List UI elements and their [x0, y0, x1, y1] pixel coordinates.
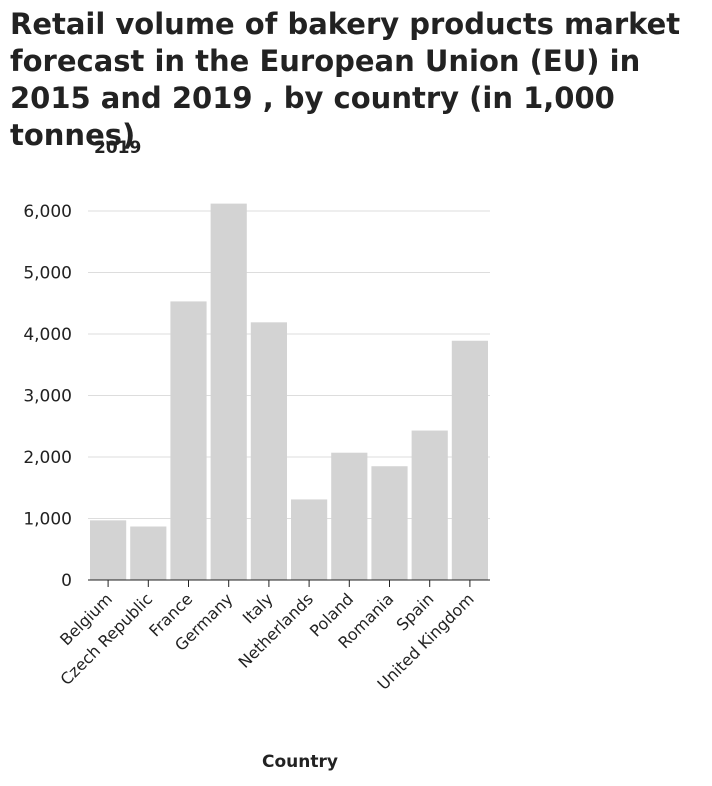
- bar: [250, 322, 287, 580]
- y-tick-label: 4,000: [23, 325, 72, 345]
- y-tick-label: 5,000: [23, 264, 72, 284]
- y-tick-label: 1,000: [23, 510, 72, 530]
- bar: [210, 203, 247, 580]
- y-tick-label: 3,000: [23, 387, 72, 407]
- series-label: 2019: [94, 138, 142, 158]
- bar: [291, 499, 328, 580]
- bar: [130, 526, 167, 580]
- chart-title: Retail volume of bakery products market …: [10, 7, 681, 152]
- x-axis-label: Country: [262, 752, 338, 772]
- x-tick-label: Netherlands: [235, 589, 317, 671]
- bar: [170, 301, 207, 580]
- y-tick-label: 6,000: [23, 202, 72, 222]
- bars: [90, 203, 488, 580]
- bar: [90, 520, 127, 580]
- y-tick-label: 2,000: [23, 448, 72, 468]
- bar: [451, 340, 488, 580]
- y-axis-ticks: 0 1,000 2,000 3,000 4,000 5,000 6,000: [23, 202, 72, 591]
- bar: [411, 430, 448, 580]
- bar: [331, 452, 368, 580]
- bar: [371, 466, 408, 580]
- y-tick-label: 0: [61, 571, 72, 591]
